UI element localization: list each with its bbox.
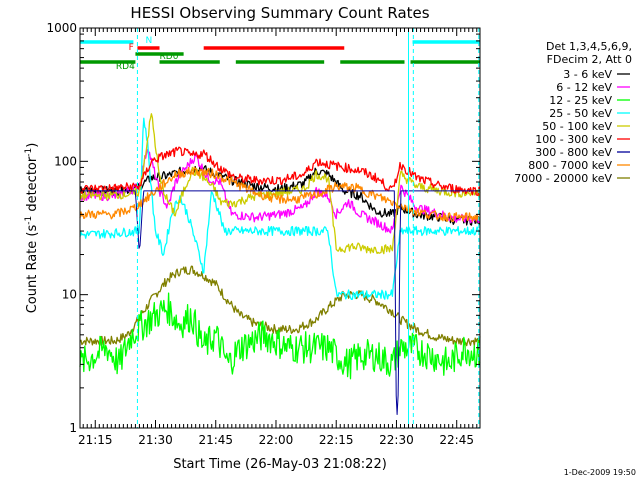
legend-header-0: Det 1,3,4,5,6,9, [546,40,632,53]
y-tick-label-2: 100 [54,154,77,168]
x-tick-label-6: 22:45 [439,433,474,447]
x-tick-label-3: 22:00 [259,433,294,447]
legend-label-2: 12 - 25 keV [549,94,612,107]
series-layer [79,113,481,415]
series-line-5 [79,146,481,197]
x-tick-label-2: 21:45 [198,433,233,447]
x-axis-label: Start Time (26-May-03 21:08:22) [173,457,387,472]
flag-label-rd0: RD0 [160,52,179,62]
legend-label-5: 100 - 300 keV [535,133,612,146]
x-tick-label-1: 21:30 [138,433,173,447]
x-tick-label-5: 22:30 [379,433,414,447]
series-line-3 [79,117,481,300]
y-axis-label: Count Rate (s-1 detector-1) [24,143,40,314]
footer-date: 1-Dec-2009 19:50 [564,468,636,477]
series-line-8 [79,265,481,347]
legend-label-1: 6 - 12 keV [556,81,612,94]
legend-header-1: FDecim 2, Att 0 [547,53,632,66]
legend-label-0: 3 - 6 keV [563,68,612,81]
y-tick-label-0: 1 [69,421,77,435]
x-tick-label-4: 22:15 [319,433,354,447]
legend-label-3: 25 - 50 keV [549,107,612,120]
legend-label-6: 300 - 800 keV [535,146,612,159]
x-axis: 21:15 21:30 21:45 22:00 22:15 22:30 22:45 [78,28,478,447]
flag-label-f: F [129,43,134,53]
flag-label-rd4: RD4 [116,62,135,72]
y-tick-label-3: 1000 [46,21,77,35]
legend-label-8: 7000 - 20000 keV [514,172,612,185]
series-line-4 [79,113,481,255]
series-line-2 [79,292,481,380]
plot-frame [79,27,481,429]
x-tick-label-0: 21:15 [78,433,113,447]
flag-bars-layer: N F RD0 RD4 [80,36,480,72]
y-tick-label-1: 10 [62,288,77,302]
series-line-7 [79,166,481,223]
legend-label-7: 800 - 7000 keV [528,159,612,172]
legend: Det 1,3,4,5,6,9,FDecim 2, Att 0 3 - 6 keV… [514,40,632,185]
y-axis: 1 10 100 1000 [46,21,480,435]
flag-label-n: N [145,36,152,46]
legend-label-4: 50 - 100 keV [542,120,612,133]
chart-title: HESSI Observing Summary Count Rates [130,4,429,22]
